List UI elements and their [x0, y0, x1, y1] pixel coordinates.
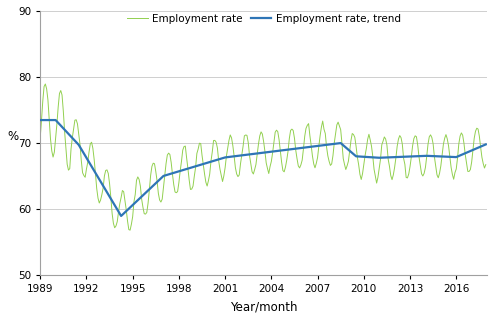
- Employment rate: [37, 136, 43, 140]
- X-axis label: Year/month: Year/month: [230, 300, 297, 313]
- Employment rate: [42, 82, 48, 86]
- Employment rate: [340, 156, 346, 160]
- Employment rate, trend: [249, 152, 255, 156]
- Legend: Employment rate, Employment rate, trend: Employment rate, Employment rate, trend: [127, 13, 401, 23]
- Employment rate, trend: [118, 214, 124, 218]
- Employment rate: [201, 163, 206, 167]
- Employment rate, trend: [178, 169, 184, 172]
- Employment rate: [180, 148, 186, 152]
- Line: Employment rate: Employment rate: [40, 84, 486, 230]
- Employment rate: [483, 163, 489, 166]
- Employment rate, trend: [483, 142, 489, 146]
- Y-axis label: %: %: [7, 130, 18, 143]
- Employment rate, trend: [339, 142, 345, 146]
- Line: Employment rate, trend: Employment rate, trend: [40, 120, 486, 216]
- Employment rate: [250, 172, 256, 176]
- Employment rate, trend: [199, 163, 205, 166]
- Employment rate, trend: [37, 118, 43, 122]
- Employment rate, trend: [277, 148, 283, 152]
- Employment rate, trend: [159, 175, 165, 179]
- Employment rate: [127, 228, 133, 232]
- Employment rate: [279, 160, 285, 164]
- Employment rate: [161, 185, 166, 189]
